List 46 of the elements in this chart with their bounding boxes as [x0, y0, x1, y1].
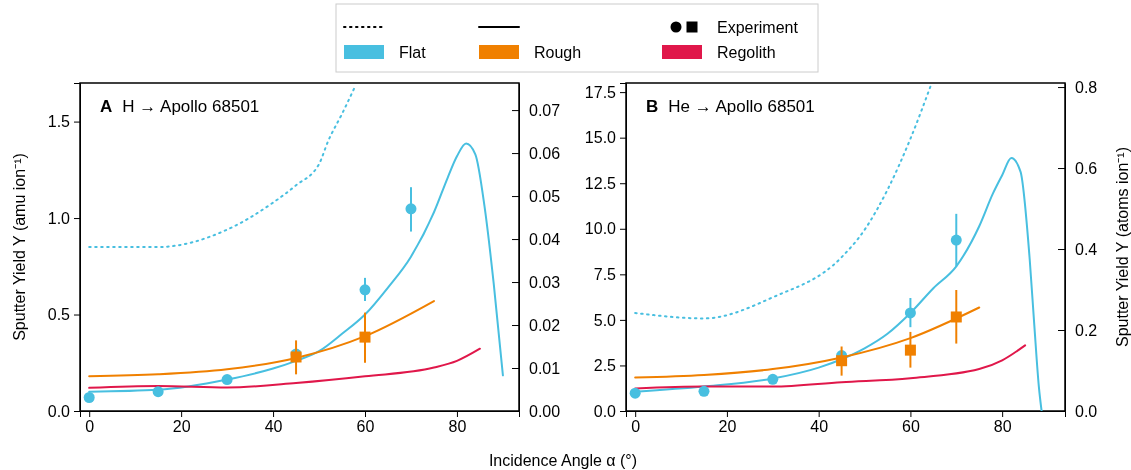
- y2-tick-label: 0.4: [1075, 240, 1098, 258]
- x-tick-label: 40: [810, 418, 829, 436]
- y2-tick-label: 0.6: [1075, 159, 1098, 177]
- x-tick-label: 0: [631, 418, 641, 436]
- y-tick-label: 1.0: [47, 209, 71, 227]
- legend-label: Flat: [399, 44, 427, 61]
- text: Experiment: [717, 19, 799, 36]
- y2-tick-label: 0.05: [529, 187, 561, 205]
- text: A: [100, 97, 113, 116]
- y-tick-label: 15.0: [584, 129, 617, 147]
- x-tick-label: 80: [448, 418, 467, 436]
- y-tick-label: 1.5: [47, 113, 71, 131]
- y2-tick-label: 0.0: [1075, 402, 1098, 420]
- y-tick-label: 17.5: [584, 83, 617, 101]
- y2-tick-label: 0.04: [529, 230, 561, 248]
- x-axis-title: Incidence Angle α (°): [488, 452, 638, 469]
- x-tick-label: 20: [718, 418, 737, 436]
- y2-tick-label: 0.07: [529, 101, 561, 119]
- legend-label: Rough: [534, 44, 582, 61]
- y2-tick-label: 0.2: [1075, 321, 1098, 339]
- text: B: [646, 97, 659, 116]
- y2-axis-title: Sputter Yield Y (atoms ion⁻¹): [1114, 146, 1131, 348]
- y-tick-label: 2.5: [593, 357, 617, 375]
- x-tick-label: 0: [85, 418, 95, 436]
- y2-tick-label: 0.03: [529, 273, 561, 291]
- y-axis-title: Sputter Yield Y (amu ion⁻¹): [11, 153, 28, 341]
- y2-tick-label: 0.01: [529, 359, 561, 377]
- x-tick-label: 80: [993, 418, 1012, 436]
- y2-tick-label: 0.00: [529, 402, 561, 420]
- y-tick-label: 12.5: [584, 174, 617, 192]
- y-tick-label: 10.0: [584, 220, 617, 238]
- y-tick-label: 0.0: [47, 402, 71, 420]
- text: H → Apollo 68501: [122, 97, 260, 116]
- y2-tick-label: 0.06: [529, 144, 561, 162]
- y2-tick-label: 0.02: [529, 316, 561, 334]
- x-tick-label: 40: [264, 418, 283, 436]
- y-tick-label: 0.0: [593, 402, 617, 420]
- x-tick-label: 60: [902, 418, 920, 436]
- y-tick-label: 7.5: [593, 265, 617, 283]
- y-tick-label: 5.0: [593, 311, 617, 329]
- text: He → Apollo 68501: [668, 97, 815, 116]
- x-tick-label: 20: [172, 418, 191, 436]
- legend-label: Regolith: [717, 44, 776, 61]
- x-tick-label: 60: [356, 418, 375, 436]
- y2-tick-label: 0.8: [1075, 78, 1098, 96]
- y-tick-label: 0.5: [47, 306, 71, 324]
